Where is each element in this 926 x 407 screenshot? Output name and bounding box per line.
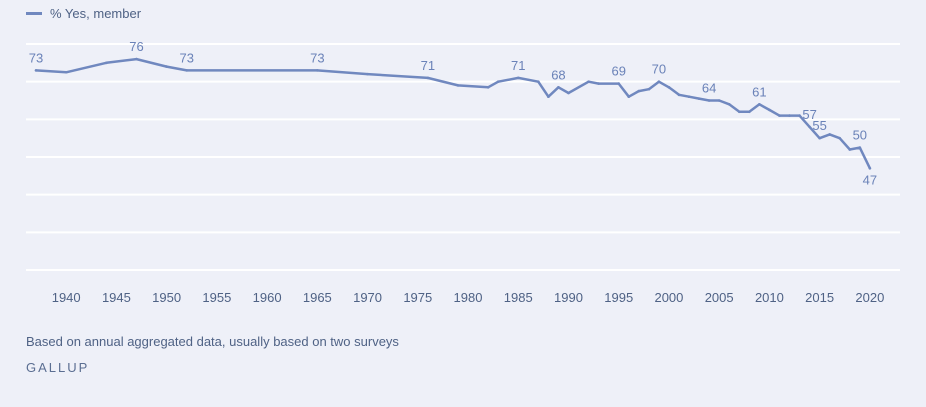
data-label-1976: 71 <box>421 58 435 73</box>
data-point-1988 <box>547 95 550 99</box>
data-point-1944 <box>105 61 108 65</box>
data-point-1940 <box>64 70 68 74</box>
data-point-1985 <box>516 76 520 80</box>
x-tick-label-1965: 1965 <box>303 290 332 305</box>
data-point-2002 <box>687 95 691 99</box>
x-tick-label-1950: 1950 <box>152 290 181 305</box>
data-point-2003 <box>697 97 701 100</box>
data-point-2018 <box>848 148 852 151</box>
x-tick-label-1985: 1985 <box>504 290 533 305</box>
x-tick-label-1995: 1995 <box>604 290 633 305</box>
data-label-1989: 68 <box>551 67 565 82</box>
x-tick-label-1975: 1975 <box>403 290 432 305</box>
data-point-2006 <box>727 102 731 106</box>
data-point-1947 <box>135 57 138 61</box>
x-tick-label-2005: 2005 <box>705 290 734 305</box>
x-tick-label-1970: 1970 <box>353 290 382 305</box>
data-point-2007 <box>737 110 741 114</box>
data-point-2004 <box>707 99 711 102</box>
data-point-1970 <box>366 72 369 76</box>
legend-label: % Yes, member <box>50 6 142 21</box>
x-tick-label-1945: 1945 <box>102 290 131 305</box>
footnote: Based on annual aggregated data, usually… <box>26 334 399 349</box>
data-label-1985: 71 <box>511 58 525 73</box>
data-point-2020 <box>868 167 872 170</box>
x-tick-label-2020: 2020 <box>855 290 884 305</box>
data-point-1937 <box>34 69 38 72</box>
data-point-2014 <box>808 125 811 129</box>
x-tick-label-1960: 1960 <box>253 290 282 305</box>
data-point-1999 <box>657 80 661 83</box>
data-point-1983 <box>496 80 500 83</box>
data-point-1998 <box>647 87 651 91</box>
data-point-2009 <box>758 102 761 106</box>
chart-legend: % Yes, member <box>26 6 141 21</box>
data-label-1952: 73 <box>180 50 194 65</box>
data-label-1999: 70 <box>652 62 666 77</box>
x-tick-label-1940: 1940 <box>52 290 81 305</box>
x-tick-label-2015: 2015 <box>805 290 834 305</box>
x-tick-label-1955: 1955 <box>202 290 231 305</box>
data-point-2005 <box>717 99 721 102</box>
data-label-2009: 61 <box>752 84 766 99</box>
data-point-1995 <box>617 82 621 85</box>
data-label-1965: 73 <box>310 50 324 65</box>
x-tick-label-1990: 1990 <box>554 290 583 305</box>
data-point-2013 <box>798 114 801 117</box>
data-point-2011 <box>778 114 781 117</box>
data-label-1937: 73 <box>29 50 43 65</box>
data-point-1997 <box>637 89 641 93</box>
data-label-2015: 55 <box>812 118 826 133</box>
data-point-1989 <box>557 86 560 89</box>
data-point-2015 <box>818 136 821 140</box>
data-point-2000 <box>667 86 671 89</box>
data-point-1990 <box>567 91 570 95</box>
data-point-1950 <box>165 65 168 68</box>
data-point-1996 <box>627 95 631 99</box>
x-tick-label-2010: 2010 <box>755 290 784 305</box>
data-point-1979 <box>456 84 460 87</box>
data-point-2008 <box>748 110 751 114</box>
data-point-2010 <box>768 108 771 112</box>
x-tick-label-2000: 2000 <box>654 290 683 305</box>
data-point-1982 <box>486 86 490 89</box>
data-point-2019 <box>858 146 862 149</box>
series-line-0 <box>34 57 872 170</box>
data-point-1976 <box>426 76 430 80</box>
data-point-2001 <box>677 93 681 97</box>
data-point-2016 <box>828 133 831 136</box>
data-point-1993 <box>597 82 600 85</box>
data-point-1952 <box>185 69 189 72</box>
data-point-2017 <box>838 136 842 140</box>
data-point-1965 <box>316 69 319 72</box>
data-label-2004: 64 <box>702 81 716 96</box>
x-tick-label-1980: 1980 <box>454 290 483 305</box>
data-label-2020: 47 <box>863 172 877 187</box>
data-label-2019: 50 <box>853 128 867 143</box>
data-label-2014: 57 <box>802 107 816 122</box>
data-point-2012 <box>788 114 791 117</box>
source-label: GALLUP <box>26 360 90 375</box>
data-point-1987 <box>537 80 540 83</box>
data-label-1947: 76 <box>129 39 143 54</box>
data-label-1995: 69 <box>611 64 625 79</box>
legend-line-swatch <box>26 12 42 15</box>
data-point-1992 <box>587 80 590 83</box>
